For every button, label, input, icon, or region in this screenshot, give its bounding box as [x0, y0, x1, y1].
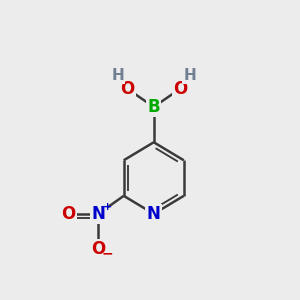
Text: N: N [147, 205, 161, 223]
Text: H: H [183, 68, 196, 83]
Text: O: O [91, 240, 105, 258]
Text: −: − [101, 247, 113, 261]
Text: O: O [61, 205, 75, 223]
Text: +: + [103, 202, 112, 212]
Text: H: H [112, 68, 124, 83]
Text: O: O [173, 80, 188, 98]
Text: B: B [147, 98, 160, 116]
Text: N: N [92, 205, 105, 223]
Text: O: O [120, 80, 134, 98]
